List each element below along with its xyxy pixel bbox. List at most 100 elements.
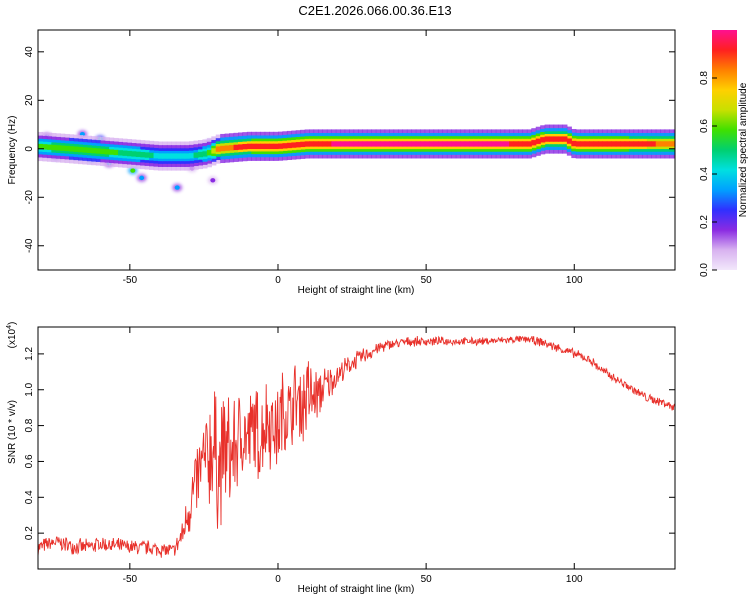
spectrogram-panel: -50 0 50 100 -40 -20 0 20 40 Height of straight …	[7, 29, 676, 296]
x-tick-label: -50	[123, 275, 138, 286]
spectrogram-ridge-cell	[215, 146, 221, 152]
spectrogram-ridge-cell	[344, 141, 350, 147]
spectrogram-ridge-cell	[491, 141, 497, 147]
spectrogram-ridge-cell	[624, 141, 630, 147]
spectrogram-blob-core	[210, 178, 216, 183]
spectrogram-ridge-cell	[406, 141, 412, 147]
snr-frame	[37, 326, 676, 570]
spectrogram-ridge-cell	[451, 141, 457, 147]
colorbar-tick-label: 0.2	[699, 215, 710, 229]
x-tick-label: 100	[566, 574, 583, 585]
spectrogram-ridge-cell	[509, 141, 515, 147]
spectrogram-ridge-cell	[229, 145, 235, 151]
snr-panel: -50 0 50 100 0.2 0.4 0.6 0.8 1.0 1.2 Height of st…	[6, 322, 676, 595]
spectrogram-ridge-cell	[322, 141, 328, 147]
spectrogram-ridge-cell	[197, 151, 204, 158]
spectrogram-ridge-cell	[429, 141, 435, 147]
spectrogram-ridge-cell	[611, 141, 617, 147]
spectrogram-ridge-cell	[424, 141, 430, 147]
spectrogram-ridge-cell	[211, 148, 217, 154]
spectrogram-ridge-cell	[642, 141, 648, 147]
colorbar-ticks: 0.0 0.2 0.4 0.6 0.8	[699, 71, 717, 277]
spectrogram-ridge-cell	[375, 141, 381, 147]
snr-series-line	[38, 335, 675, 558]
y-tick-label: 20	[24, 94, 35, 106]
spectrogram-ridge-cell	[580, 141, 586, 147]
spectrogram-ridge-cell	[540, 137, 546, 143]
spectrogram-ridge-cell	[309, 141, 315, 147]
spectrogram-ridge-cell	[557, 136, 564, 142]
spectrogram-ridge-cell	[446, 141, 452, 147]
spectrogram-ridge-cell	[660, 141, 666, 147]
spectrogram-ridge-cell	[189, 153, 195, 159]
spectrogram-ridge-cell	[153, 153, 159, 159]
y-tick-label: 0.4	[24, 490, 35, 504]
spectrogram-ridge-cell	[402, 141, 408, 147]
spectrogram-ridge-cell	[193, 152, 199, 158]
spectrogram-ridge-cell	[380, 141, 386, 147]
spectrogram-ridge-cell	[273, 143, 279, 150]
spectrogram-ridge-cell	[646, 141, 652, 147]
y-tick-label: 1.2	[24, 347, 35, 361]
spectrogram-ridge-cell	[95, 148, 101, 154]
spectrogram-ridge-cell	[549, 136, 555, 142]
spectrogram-ridge-cell	[362, 141, 368, 147]
colorbar-tick-label: 0.8	[699, 71, 710, 85]
spectrogram-ridge-cell	[602, 141, 608, 147]
spectrogram-ridge-cell	[393, 141, 399, 147]
y-tick-label: -20	[24, 190, 35, 205]
spectrogram-ridge-cell	[664, 141, 670, 147]
spectrogram-ridge-cell	[495, 141, 501, 147]
spectrogram-ridge-cell	[42, 144, 48, 150]
spectrogram-ridge-cell	[157, 153, 164, 159]
spectrogram-ridge-cell	[135, 151, 141, 157]
spectrogram-ridge-cell	[73, 146, 79, 152]
spectrogram-ridge-cell	[464, 141, 470, 147]
x-tick-label: -50	[123, 574, 138, 585]
spectrogram-ridge-cell	[500, 141, 506, 147]
spectrogram-ridge-cell	[91, 148, 97, 154]
spectrogram-blob-core	[139, 175, 145, 181]
spectrogram-ridge-cell	[437, 141, 444, 147]
spectrogram-plot-area	[38, 124, 675, 192]
spectrogram-ridge-cell	[38, 143, 44, 150]
spectrogram-blob-core	[174, 185, 180, 190]
x-tick-label: 50	[421, 275, 433, 286]
spectrogram-ridge-cell	[420, 141, 426, 147]
spectrogram-ridge-cell	[295, 142, 301, 148]
spectrogram-ridge-cell	[162, 153, 168, 159]
spectrogram-ridge-cell	[166, 153, 172, 159]
spectrogram-ridge-cell	[233, 144, 239, 151]
chart-title: C2E1.2026.066.00.36.E13	[298, 3, 452, 18]
spectrogram-ridge-cell	[575, 141, 581, 147]
spectrogram-ridge-cell	[486, 141, 492, 147]
spectrogram-ridge-cell	[282, 143, 288, 149]
spectrogram-ridge-cell	[415, 141, 421, 147]
snr-plot-area	[38, 335, 675, 558]
spectrogram-frame	[37, 29, 676, 271]
spectrogram-ridge-cell	[251, 143, 257, 150]
spectrogram-ridge-cell	[277, 143, 284, 149]
spectrogram-ridge-cell	[175, 153, 181, 159]
spectrogram-ridge-cell	[335, 141, 341, 147]
spectrogram-ridge-cell	[317, 141, 324, 147]
spectrogram-ridge-cell	[411, 141, 417, 147]
spectrogram-ridge-cell	[589, 141, 595, 147]
spectrogram-ridge-cell	[571, 140, 577, 147]
spectrogram-ridge-cell	[237, 144, 244, 150]
spectrogram-ridge-cell	[513, 141, 519, 147]
spectrogram-ridge-cell	[117, 150, 124, 156]
spectrogram-ridge-cell	[504, 141, 510, 147]
spectrogram-y-label: Frequency (Hz)	[7, 116, 18, 185]
x-tick-label: 50	[421, 574, 433, 585]
spectrogram-ridge-cell	[140, 152, 146, 158]
colorbar-tick-label: 0.6	[699, 119, 710, 133]
spectrogram-ridge-cell	[313, 141, 319, 147]
spectrogram-ridge-cell	[304, 141, 310, 147]
spectrogram-ridge-cell	[469, 141, 475, 147]
y-tick-label: 0	[24, 146, 35, 152]
colorbar-scale	[712, 30, 737, 270]
spectrogram-ridge-cell	[300, 141, 306, 148]
spectrogram-ridge-cell	[60, 145, 66, 151]
y-tick-label: 0.6	[24, 454, 35, 468]
